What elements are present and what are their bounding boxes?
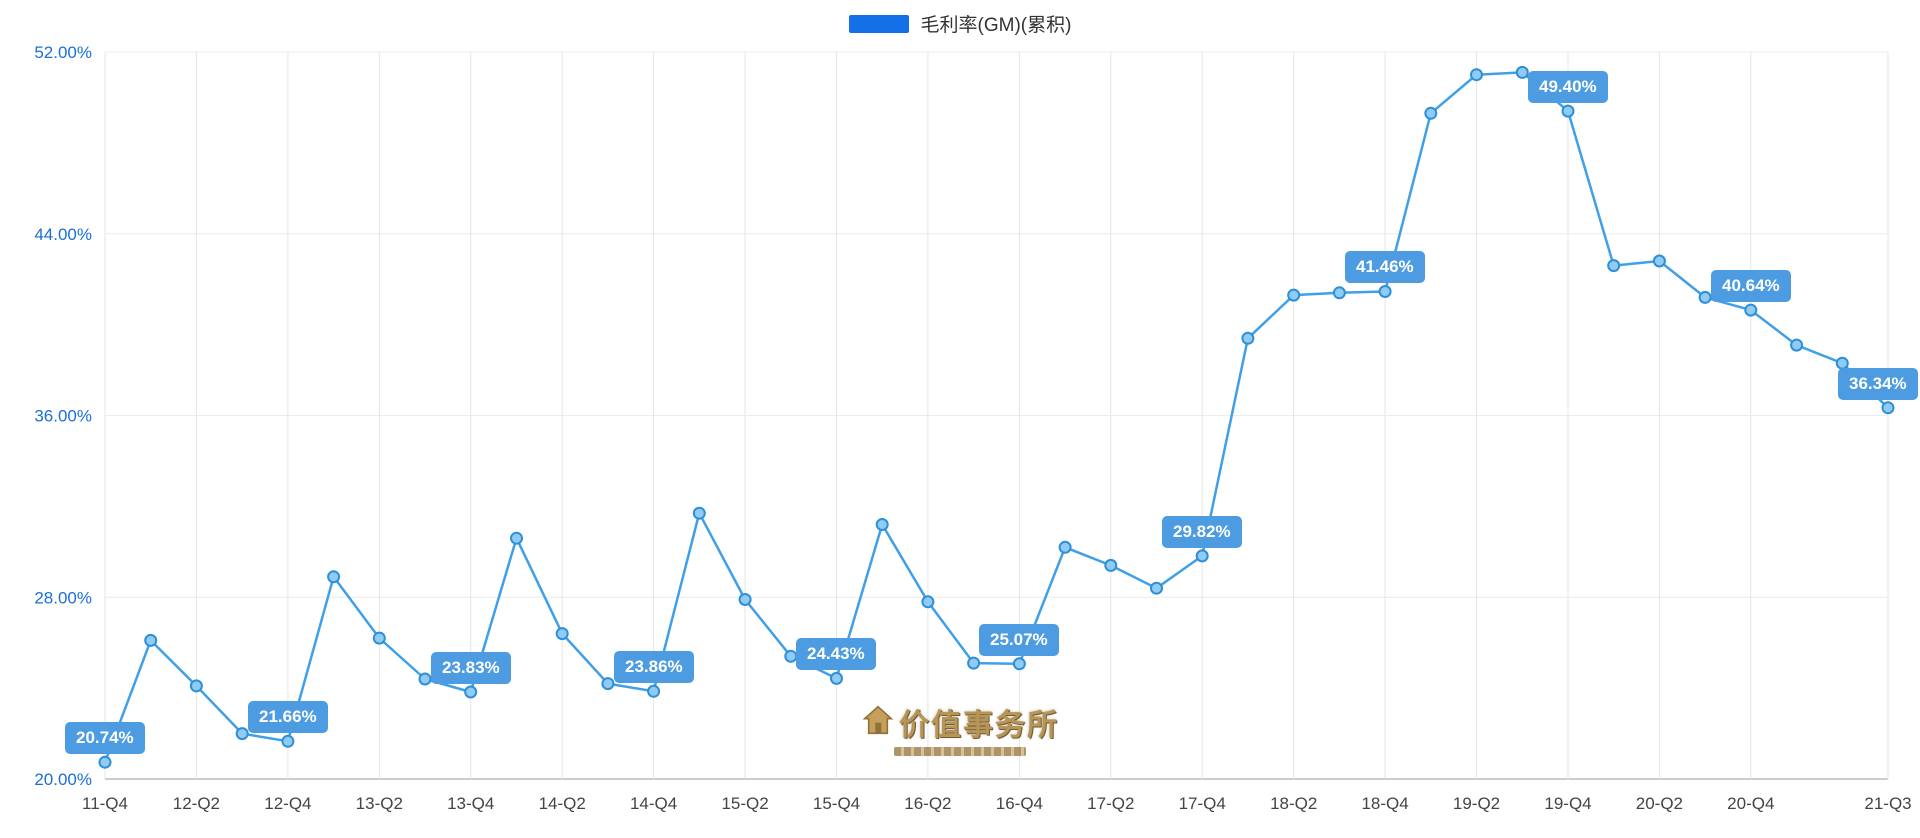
data-point-label: 25.07% bbox=[979, 624, 1059, 656]
data-point[interactable] bbox=[1470, 68, 1483, 82]
data-point[interactable] bbox=[830, 671, 843, 685]
x-axis-tick-label: 13-Q2 bbox=[356, 794, 403, 813]
x-axis-tick-label: 13-Q4 bbox=[447, 794, 494, 813]
data-point[interactable] bbox=[1881, 401, 1895, 415]
y-axis-tick-label: 28.00% bbox=[34, 588, 92, 607]
x-axis-tick-label: 15-Q2 bbox=[721, 794, 768, 813]
series-line bbox=[103, 71, 1890, 764]
x-axis-tick-label: 16-Q2 bbox=[904, 794, 951, 813]
data-point[interactable] bbox=[235, 727, 249, 741]
data-point[interactable] bbox=[1515, 65, 1529, 79]
x-axis-tick-label: 14-Q4 bbox=[630, 794, 677, 813]
y-axis-tick-label: 52.00% bbox=[34, 43, 92, 62]
watermark-text: 价值事务所 bbox=[899, 709, 1059, 742]
data-point[interactable] bbox=[1287, 288, 1301, 302]
data-point[interactable] bbox=[418, 672, 432, 686]
data-point-label: 41.46% bbox=[1345, 251, 1425, 283]
data-point[interactable] bbox=[921, 595, 935, 609]
data-point[interactable] bbox=[555, 627, 569, 641]
data-point[interactable] bbox=[1104, 558, 1118, 572]
chart-legend[interactable]: 毛利率(GM)(累积) bbox=[0, 10, 1920, 37]
data-point[interactable] bbox=[510, 531, 523, 545]
data-point[interactable] bbox=[1561, 104, 1575, 118]
x-axis-tick-label: 18-Q2 bbox=[1270, 794, 1317, 813]
watermark-row: 价值事务所 bbox=[861, 700, 1059, 744]
x-axis-tick-label: 21-Q3 bbox=[1864, 794, 1911, 813]
data-point[interactable] bbox=[875, 518, 889, 531]
data-point[interactable] bbox=[144, 633, 158, 647]
data-point[interactable] bbox=[1150, 581, 1163, 595]
x-axis-tick-label: 15-Q4 bbox=[813, 794, 860, 813]
data-point[interactable] bbox=[1012, 657, 1026, 671]
x-axis-tick-label: 11-Q4 bbox=[82, 794, 128, 813]
data-point-label: 23.83% bbox=[431, 652, 511, 684]
data-point[interactable] bbox=[1424, 106, 1438, 120]
data-point[interactable] bbox=[372, 631, 386, 645]
data-point[interactable] bbox=[1790, 338, 1804, 352]
data-point[interactable] bbox=[281, 734, 295, 748]
x-axis-tick-label: 19-Q2 bbox=[1453, 794, 1500, 813]
data-point[interactable] bbox=[1378, 285, 1392, 298]
data-point[interactable] bbox=[1744, 303, 1758, 317]
data-point[interactable] bbox=[1058, 540, 1072, 554]
y-axis-tick-label: 44.00% bbox=[34, 225, 92, 244]
data-point[interactable] bbox=[1698, 290, 1712, 304]
x-axis-tick-label: 20-Q4 bbox=[1727, 794, 1774, 813]
data-point-label: 29.82% bbox=[1162, 516, 1242, 548]
x-axis-tick-label: 12-Q4 bbox=[264, 794, 311, 813]
data-point-label: 20.74% bbox=[65, 722, 145, 754]
data-point[interactable] bbox=[1241, 331, 1255, 345]
data-point-label: 49.40% bbox=[1528, 71, 1608, 103]
data-point-label: 23.86% bbox=[614, 651, 694, 683]
x-axis-tick-label: 16-Q4 bbox=[996, 794, 1043, 813]
data-point[interactable] bbox=[464, 685, 478, 699]
x-axis-tick-label: 14-Q2 bbox=[539, 794, 586, 813]
data-point[interactable] bbox=[1607, 259, 1621, 273]
data-point-label: 40.64% bbox=[1711, 270, 1791, 302]
legend-swatch-icon bbox=[848, 14, 909, 33]
x-axis-tick-label: 17-Q2 bbox=[1087, 794, 1134, 813]
x-axis-tick-label: 20-Q2 bbox=[1636, 794, 1683, 813]
x-axis-tick-label: 12-Q2 bbox=[173, 794, 220, 813]
x-axis-tick-label: 18-Q4 bbox=[1361, 794, 1408, 813]
y-axis-tick-label: 20.00% bbox=[34, 770, 92, 789]
data-point[interactable] bbox=[189, 679, 203, 693]
data-point[interactable] bbox=[692, 506, 706, 520]
data-point[interactable] bbox=[601, 677, 615, 691]
data-point-label: 24.43% bbox=[796, 638, 876, 670]
data-point[interactable] bbox=[98, 755, 112, 769]
data-point[interactable] bbox=[1652, 254, 1666, 268]
data-point[interactable] bbox=[1332, 286, 1346, 300]
data-point[interactable] bbox=[738, 593, 752, 606]
house-icon bbox=[861, 704, 895, 741]
watermark: 价值事务所 bbox=[861, 700, 1059, 756]
data-point-label: 21.66% bbox=[248, 701, 328, 733]
x-axis-tick-label: 19-Q4 bbox=[1544, 794, 1591, 813]
data-point[interactable] bbox=[784, 649, 798, 663]
legend-label: 毛利率(GM)(累积) bbox=[920, 15, 1072, 36]
data-point[interactable] bbox=[1195, 549, 1209, 563]
watermark-subtext-strip bbox=[894, 747, 1026, 756]
data-point[interactable] bbox=[647, 684, 661, 698]
y-axis-tick-label: 36.00% bbox=[34, 407, 92, 426]
data-point[interactable] bbox=[967, 656, 981, 670]
x-axis-tick-label: 17-Q4 bbox=[1179, 794, 1226, 813]
data-point[interactable] bbox=[327, 570, 341, 584]
data-point-label: 36.34% bbox=[1838, 368, 1918, 400]
